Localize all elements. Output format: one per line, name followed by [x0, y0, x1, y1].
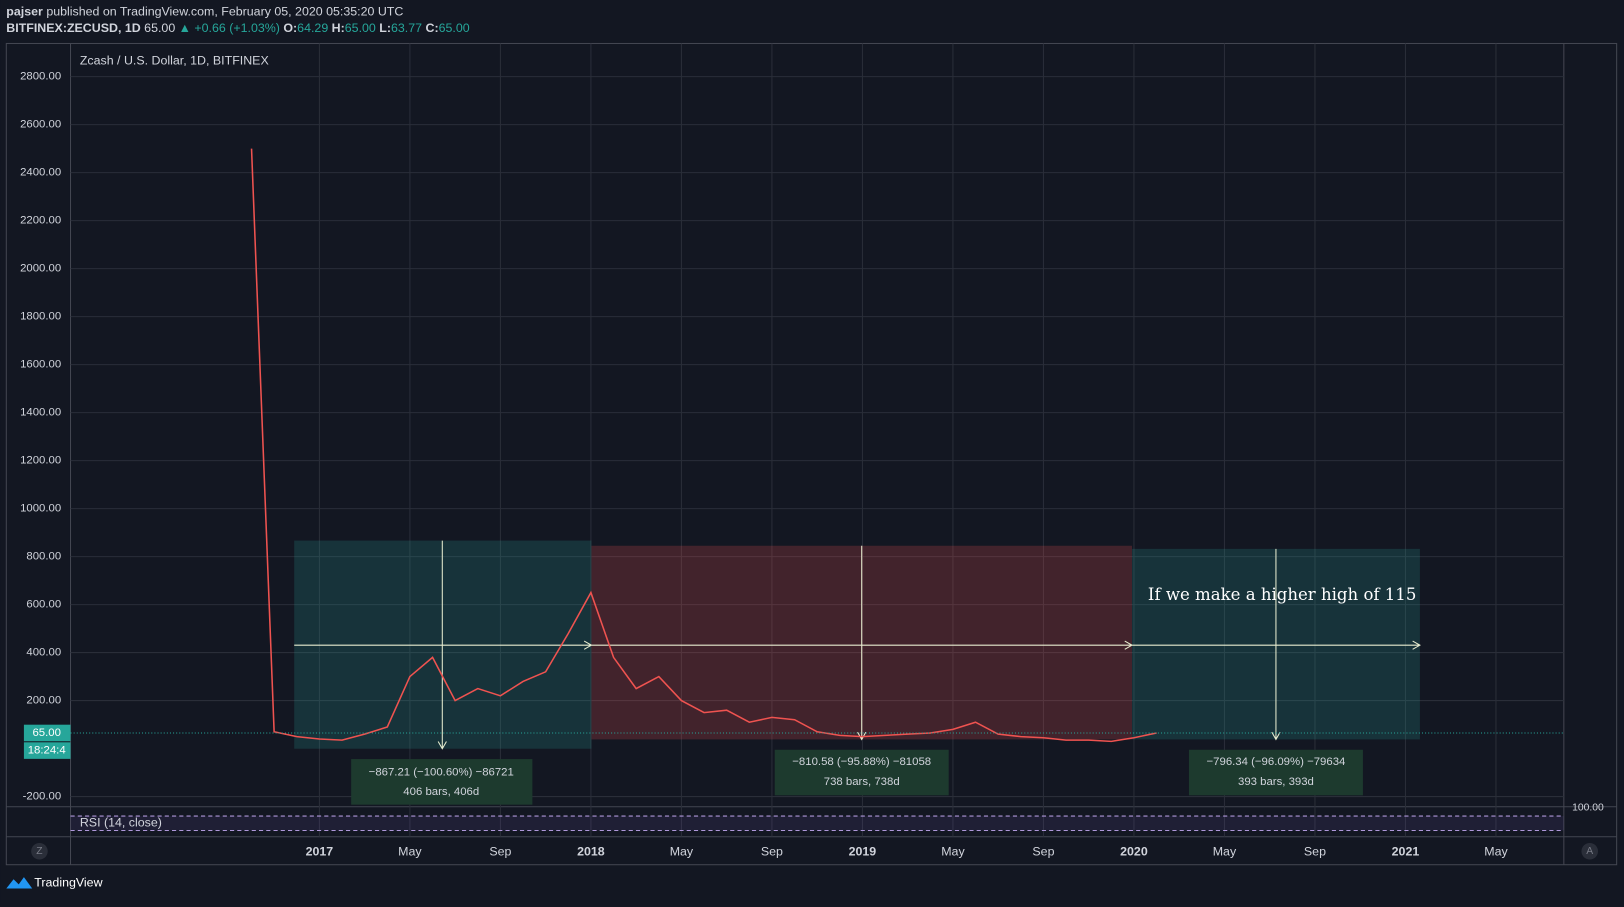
button[interactable] [31, 842, 48, 860]
button-label[interactable]: A [1586, 846, 1593, 857]
indicator-label[interactable]: RSI (14, close) [80, 816, 162, 830]
y-tick-label: 400.00 [26, 647, 61, 659]
y-tick-label: 2600.00 [20, 119, 61, 131]
y-tick-label: 1600.00 [20, 359, 61, 371]
x-tick-label: May [398, 845, 422, 859]
price-badge-label: 65.00 [32, 727, 60, 739]
countdown-label: 18:24:4 [28, 745, 66, 757]
x-tick-label: 2018 [577, 845, 605, 859]
rsi-fill [70, 816, 1564, 831]
y-tick-label: 1000.00 [20, 503, 61, 515]
change-arrow: ▲ +0.66 (+1.03%) [179, 21, 280, 35]
x-tick-label: 2021 [1392, 845, 1420, 859]
h-label: H: [332, 21, 345, 35]
y-tick-label: -200.00 [23, 791, 62, 803]
indicator-level: 100.00 [1572, 802, 1604, 813]
x-tick-label: Sep [761, 845, 783, 859]
x-tick-label: 2020 [1120, 845, 1148, 859]
annotation: −867.21 (−100.60%) −86721 [369, 767, 514, 779]
x-tick-label: 2019 [849, 845, 877, 859]
overlays: −867.21 (−100.60%) −86721 406 bars, 406d… [294, 540, 1421, 805]
o-label: O: [283, 21, 297, 35]
label-box [774, 749, 949, 796]
y-tick-label: 2000.00 [20, 263, 61, 275]
open: 64.29 [297, 21, 328, 35]
x-tick-label: May [941, 845, 965, 859]
annotation: −810.58 (−95.88%) −81058 [792, 756, 931, 768]
countdown-badge [23, 742, 71, 759]
annotation: 738 bars, 738d [824, 776, 900, 788]
published: published on TradingView.com, February 0… [46, 5, 403, 19]
annotation: 406 bars, 406d [403, 786, 479, 798]
label-box [1188, 749, 1363, 796]
button-label[interactable]: Z [36, 846, 42, 857]
header-line1: pajser published on TradingView.com, Feb… [6, 5, 403, 19]
high: 65.00 [345, 21, 376, 35]
button[interactable] [1581, 842, 1599, 860]
x-tick-label: May [1213, 845, 1237, 859]
arrow [294, 640, 1421, 650]
price-badge [23, 724, 71, 742]
low: 63.77 [391, 21, 422, 35]
x-tick-label: Sep [489, 845, 511, 859]
x-tick-label: May [1484, 845, 1508, 859]
y-tick-label: 2800.00 [20, 71, 61, 83]
brand: TradingView [34, 876, 102, 890]
l-label: L: [379, 21, 391, 35]
price-line [250, 148, 1157, 743]
chart-frame [5, 42, 1618, 866]
y-tick-label: 1200.00 [20, 455, 61, 467]
y-tick-label: 800.00 [26, 551, 61, 563]
header-line2: BITFINEX:ZECUSD, 1D 65.00 ▲ +0.66 (+1.03… [6, 21, 469, 35]
annotation-text: If we make a higher high of 115 [1148, 585, 1416, 604]
y-tick-label: 1800.00 [20, 311, 61, 323]
grid [70, 43, 1564, 837]
x-tick-label: 2017 [306, 845, 334, 859]
annotation: 393 bars, 393d [1238, 776, 1314, 788]
arrow [437, 540, 1281, 750]
chart-title: Zcash / U.S. Dollar, 1D, BITFINEX [80, 53, 270, 67]
annotation: −796.34 (−96.09%) −79634 [1207, 756, 1346, 768]
plot [250, 148, 1157, 743]
y-tick-label: 2400.00 [20, 167, 61, 179]
y-tick-label: 600.00 [26, 599, 61, 611]
last: 65.00 [144, 21, 175, 35]
c-label: C: [425, 21, 438, 35]
y-tick-label: 200.00 [26, 695, 61, 707]
label-box [351, 759, 533, 805]
x-tick-label: Sep [1032, 845, 1054, 859]
author[interactable]: pajser [6, 5, 43, 19]
close: 65.00 [439, 21, 470, 35]
logo [6, 877, 33, 889]
x-tick-label: Sep [1304, 845, 1326, 859]
x-tick-label: May [670, 845, 694, 859]
y-tick-label: 1400.00 [20, 407, 61, 419]
symbol: BITFINEX:ZECUSD, 1D [6, 21, 140, 35]
y-tick-label: 2200.00 [20, 215, 61, 227]
